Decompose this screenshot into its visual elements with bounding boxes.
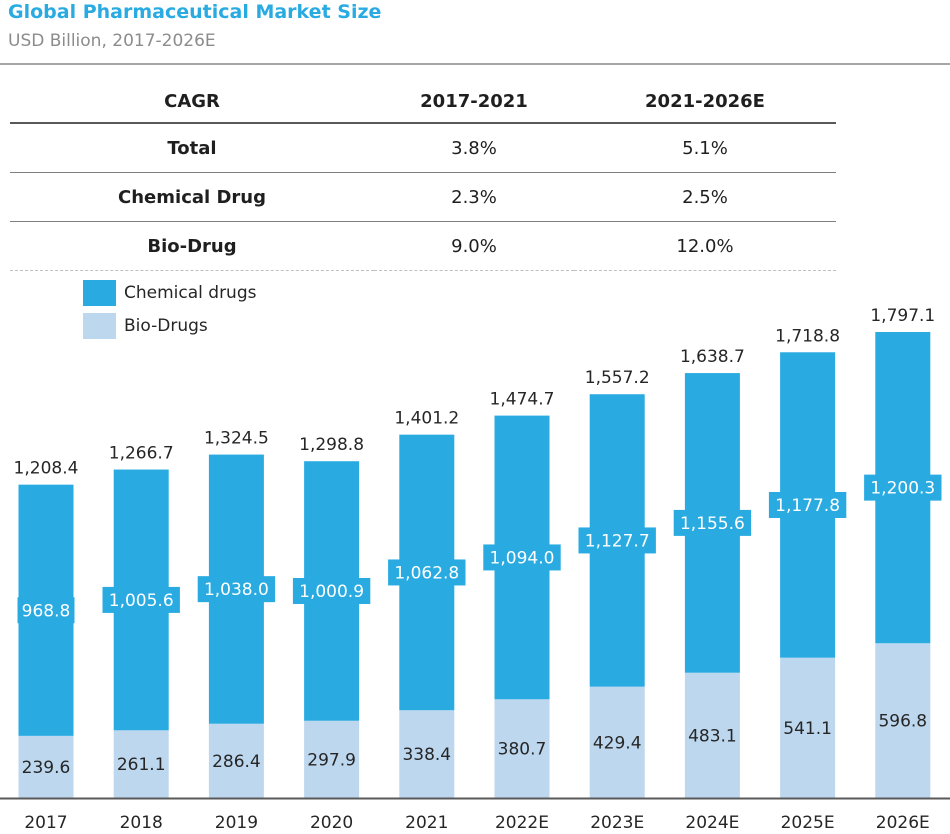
data-label-chemical: 1,000.9 [299,582,364,602]
data-label-bio: 541.1 [783,719,832,739]
bar-bio-2022E [494,699,550,798]
data-label-bio: 261.1 [117,755,166,775]
data-label-total: 1,208.4 [14,459,79,479]
data-label-total: 1,718.8 [775,326,840,346]
data-label-total: 1,557.2 [585,368,650,388]
x-tick-label: 2018 [120,813,163,833]
x-tick-label: 2025E [781,813,835,833]
data-label-chemical-bg [864,474,942,501]
cagr-row-label: Chemical Drug [10,172,374,222]
data-label-chemical-bg [388,559,466,586]
x-tick-label: 2021 [405,813,448,833]
cagr-value: 3.8% [374,123,574,173]
bar-bio-2024E [684,672,740,798]
data-label-total: 1,401.2 [394,409,459,429]
bar-bio-2019 [208,723,264,798]
bar-bio-2026E [875,643,931,798]
bar-bio-2020 [304,720,360,798]
data-label-chemical: 1,155.6 [680,514,745,534]
cagr-row-chemical: Chemical Drug 2.3% 2.5% [10,172,836,222]
cagr-value: 12.0% [574,221,836,271]
data-label-chemical-bg [768,491,847,518]
data-label-total: 1,474.7 [490,390,555,410]
legend-label-bio: Bio-Drugs [124,316,208,336]
x-tick-label: 2022E [495,813,549,833]
cagr-header-period-1: 2017-2021 [374,80,574,124]
legend-swatch-chemical [83,280,116,306]
bar-bio-2017 [18,735,74,798]
data-label-chemical-bg [102,586,180,613]
cagr-value: 5.1% [574,123,836,173]
data-label-chemical-bg [292,577,371,604]
data-label-bio: 239.6 [22,758,71,778]
data-label-chemical-bg [673,509,752,536]
bar-bio-2018 [113,730,169,798]
data-label-chemical-bg [578,527,656,554]
x-tick-label: 2017 [24,813,67,833]
cagr-table-header-row: CAGR 2017-2021 2021-2026E [10,80,836,124]
cagr-table: CAGR 2017-2021 2021-2026E Total 3.8% 5.1… [10,80,836,271]
data-label-chemical: 968.8 [22,601,71,621]
data-label-chemical: 1,200.3 [870,479,935,499]
data-label-total: 1,266.7 [109,444,174,464]
data-label-chemical-bg [197,576,276,603]
data-label-bio: 596.8 [878,712,927,732]
data-label-chemical: 1,038.0 [204,580,269,600]
x-tick-label: 2023E [590,813,644,833]
data-label-chemical-bg [17,597,75,624]
data-label-chemical: 1,127.7 [585,531,650,551]
chart-title: Global Pharmaceutical Market Size [8,1,382,23]
cagr-row-label: Bio-Drug [10,221,374,271]
cagr-row-label: Total [10,123,374,173]
x-tick-label: 2020 [310,813,353,833]
data-label-chemical: 1,177.8 [775,496,840,516]
legend-item-chemical: Chemical drugs [83,280,256,306]
x-tick-label: 2024E [685,813,739,833]
data-label-total: 1,298.8 [299,435,364,455]
data-label-chemical: 1,062.8 [394,563,459,583]
data-label-total: 1,638.7 [680,347,745,367]
x-tick-label: 2019 [215,813,258,833]
data-label-bio: 297.9 [307,750,356,770]
legend-label-chemical: Chemical drugs [124,283,257,303]
data-label-total: 1,797.1 [870,306,935,326]
x-tick-label: 2026E [876,813,930,833]
bar-bio-2021 [399,710,455,798]
data-label-chemical: 1,005.6 [109,591,174,611]
cagr-value: 2.5% [574,172,836,222]
header-divider [0,63,950,65]
bar-bio-2025E [780,657,836,798]
data-label-bio: 338.4 [402,745,451,765]
data-label-chemical: 1,094.0 [490,548,555,568]
cagr-value: 9.0% [374,221,574,271]
data-label-bio: 380.7 [498,740,547,760]
data-label-bio: 483.1 [688,726,737,746]
legend-item-bio: Bio-Drugs [83,313,208,339]
data-label-total: 1,324.5 [204,429,269,449]
data-label-chemical-bg [483,544,561,571]
data-label-bio: 286.4 [212,752,261,772]
cagr-header-period-2: 2021-2026E [574,80,836,124]
cagr-row-bio: Bio-Drug 9.0% 12.0% [10,221,836,271]
bar-bio-2023E [589,686,645,798]
data-label-bio: 429.4 [593,733,642,753]
chart-subtitle: USD Billion, 2017-2026E [8,31,216,51]
cagr-row-total: Total 3.8% 5.1% [10,123,836,173]
legend-swatch-bio [83,313,116,339]
cagr-value: 2.3% [374,172,574,222]
cagr-header-label: CAGR [10,80,374,124]
